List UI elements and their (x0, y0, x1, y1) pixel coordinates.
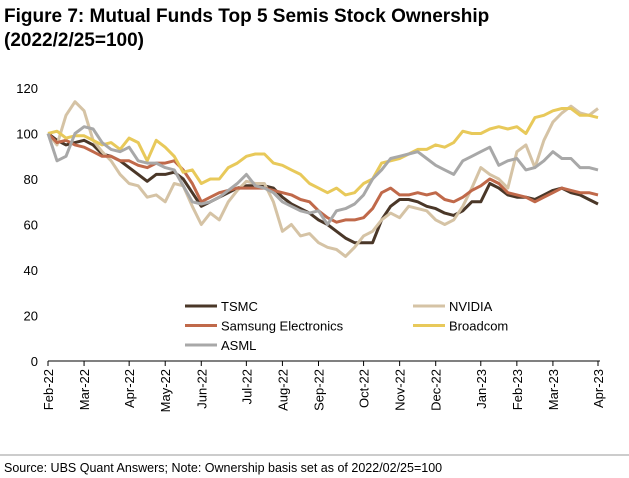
x-tick-label: Jul-22 (239, 369, 254, 404)
chart-title: Figure 7: Mutual Funds Top 5 Semis Stock… (4, 6, 489, 27)
y-tick-label: 40 (24, 263, 38, 278)
x-tick-label: Jun-22 (194, 369, 209, 409)
x-tick-label: Feb-23 (510, 369, 525, 410)
series-line (46, 100, 599, 258)
y-tick-label: 20 (24, 309, 38, 324)
chart-title: (2022/2/25=100) (4, 30, 144, 51)
y-tick-label: 60 (24, 218, 38, 233)
x-tick-label: Sep-22 (311, 369, 326, 411)
x-tick-label: Aug-22 (275, 369, 290, 411)
y-tick-label: 100 (16, 127, 38, 142)
legend-label: ASML (221, 338, 256, 353)
legend-label: NVIDIA (449, 299, 493, 314)
x-tick-label: Oct-22 (357, 369, 372, 408)
x-tick-label: Feb-22 (41, 369, 56, 410)
y-tick-label: 0 (31, 354, 38, 369)
x-tick-label: Apr-23 (591, 369, 606, 408)
x-tick-label: Apr-22 (122, 369, 137, 408)
x-tick-label: Dec-22 (429, 369, 444, 411)
series-line (47, 132, 599, 245)
series-line (47, 107, 599, 197)
series-line (46, 132, 599, 224)
y-tick-label: 120 (16, 81, 38, 96)
series-line (46, 125, 599, 226)
x-tick-label: Nov-22 (393, 369, 408, 411)
x-tick-label: May-22 (158, 369, 173, 412)
source-note: Source: UBS Quant Answers; Note: Ownersh… (4, 461, 442, 475)
legend-label: Samsung Electronics (221, 319, 344, 334)
x-tick-label: Mar-23 (546, 369, 561, 410)
legend-label: Broadcom (449, 319, 508, 334)
legend-label: TSMC (221, 299, 258, 314)
y-tick-label: 80 (24, 172, 38, 187)
x-tick-label: Jan-23 (474, 369, 489, 409)
x-tick-label: Mar-22 (77, 369, 92, 410)
